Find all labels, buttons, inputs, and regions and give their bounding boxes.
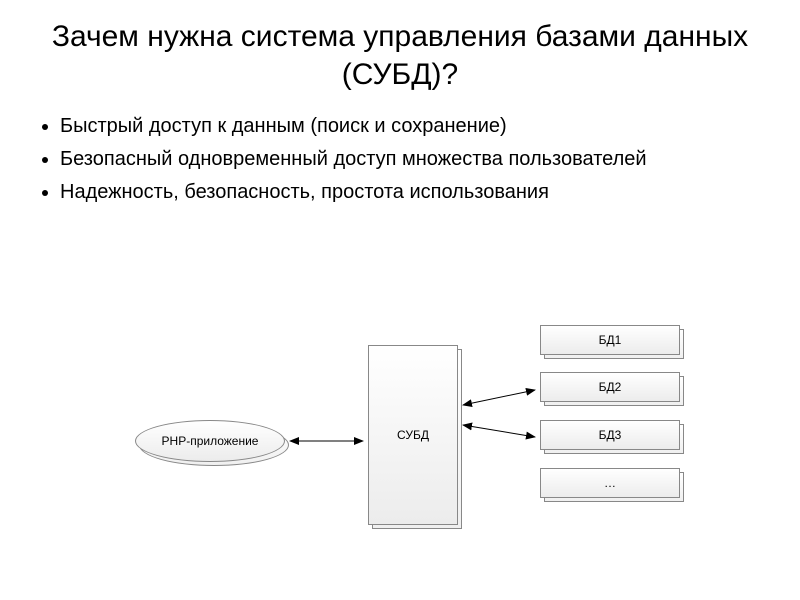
diagram-edges [0, 310, 800, 570]
diagram-area: PHP-приложение СУБД БД1 БД2 БД3 … [0, 310, 800, 570]
bullet-item: Быстрый доступ к данным (поиск и сохране… [60, 113, 760, 140]
bullet-list: Быстрый доступ к данным (поиск и сохране… [0, 103, 800, 206]
page-title: Зачем нужна система управления базами да… [0, 0, 800, 103]
edge [463, 425, 535, 437]
edge-group [290, 390, 535, 441]
edge [463, 390, 535, 405]
bullet-item: Безопасный одновременный доступ множеств… [60, 146, 760, 173]
bullet-item: Надежность, безопасность, простота испол… [60, 179, 760, 206]
